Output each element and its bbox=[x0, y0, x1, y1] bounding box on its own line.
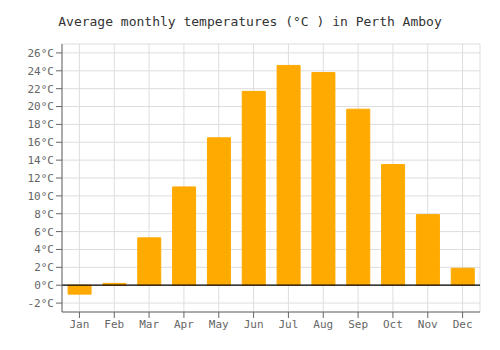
svg-text:Mar: Mar bbox=[139, 318, 159, 331]
svg-text:26°C: 26°C bbox=[28, 47, 55, 60]
svg-text:Dec: Dec bbox=[453, 318, 473, 331]
svg-text:Feb: Feb bbox=[104, 318, 124, 331]
svg-text:Jun: Jun bbox=[244, 318, 264, 331]
svg-text:22°C: 22°C bbox=[28, 83, 55, 96]
html-text:Average monthly temperatures (: Average monthly temperatures (°C ) in Pe… bbox=[58, 14, 442, 29]
svg-text:12°C: 12°C bbox=[28, 172, 55, 185]
svg-text:Jan: Jan bbox=[69, 318, 89, 331]
svg-text:Jul: Jul bbox=[278, 318, 298, 331]
svg-text:Sep: Sep bbox=[348, 318, 368, 331]
svg-text:-2°C: -2°C bbox=[28, 297, 55, 310]
svg-text:8°C: 8°C bbox=[34, 208, 54, 221]
svg-text:Nov: Nov bbox=[418, 318, 438, 331]
svg-text:0°C: 0°C bbox=[34, 279, 54, 292]
svg-text:6°C: 6°C bbox=[34, 226, 54, 239]
svg-text:20°C: 20°C bbox=[28, 100, 55, 113]
svg-text:Apr: Apr bbox=[174, 318, 194, 331]
svg-text:18°C: 18°C bbox=[28, 118, 55, 131]
svg-text:2°C: 2°C bbox=[34, 261, 54, 274]
svg-text:10°C: 10°C bbox=[28, 190, 55, 203]
svg-text:May: May bbox=[209, 318, 229, 331]
svg-text:4°C: 4°C bbox=[34, 243, 54, 256]
svg-text:16°C: 16°C bbox=[28, 136, 55, 149]
svg-text:Aug: Aug bbox=[313, 318, 333, 331]
svg-text:14°C: 14°C bbox=[28, 154, 55, 167]
svg-text:Oct: Oct bbox=[383, 318, 403, 331]
svg-text:24°C: 24°C bbox=[28, 65, 55, 78]
